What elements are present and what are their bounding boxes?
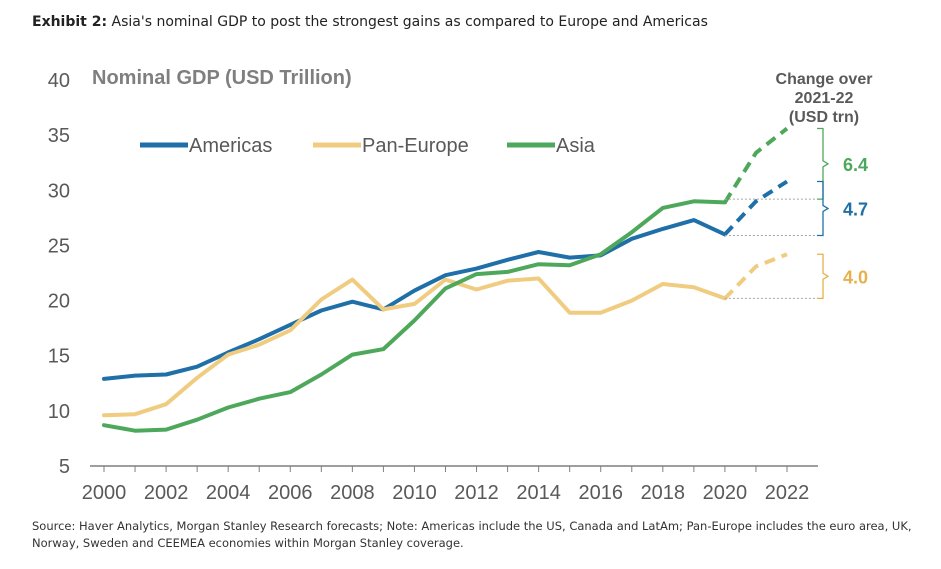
change-header-line: Change over (776, 71, 873, 88)
y-tick-label: 20 (48, 291, 70, 313)
change-bracket (817, 253, 830, 300)
x-tick-label: 2018 (641, 482, 686, 504)
y-tick-label: 10 (48, 401, 70, 423)
legend-label-pan-europe: Pan-Europe (362, 135, 469, 157)
chart-lines (102, 126, 789, 433)
change-value-label: 6.4 (843, 155, 868, 175)
x-tick-label: 2014 (516, 482, 561, 504)
chart-annotations: Change over 2021-22 (USD trn) 6.4 4.7 4.0 (724, 71, 873, 300)
source-note: Source: Haver Analytics, Morgan Stanley … (32, 519, 912, 550)
x-tick-label: 2010 (392, 482, 437, 504)
change-value-label: 4.7 (843, 199, 868, 219)
chart-title: Nominal GDP (USD Trillion) (92, 67, 352, 89)
y-tick-label: 30 (48, 180, 70, 202)
series-line-americas (102, 218, 727, 381)
legend-label-americas: Americas (189, 135, 272, 157)
y-tick-label: 35 (48, 125, 70, 147)
y-tick-label: 15 (48, 346, 70, 368)
change-header-line: (USD trn) (789, 109, 859, 126)
x-tick-label: 2022 (765, 482, 810, 504)
x-tick-label: 2006 (268, 482, 313, 504)
exhibit-caption: Exhibit 2: Asia's nominal GDP to post th… (32, 14, 708, 30)
chart-legend: Americas Pan-Europe Asia (140, 135, 596, 157)
y-tick-label: 40 (48, 70, 70, 92)
y-tick-label: 25 (48, 235, 70, 257)
exhibit-label: Exhibit 2: (32, 14, 108, 30)
x-tick-label: 2004 (206, 482, 251, 504)
change-value-label: 4.0 (843, 267, 868, 287)
series-forecast-asia (723, 126, 789, 204)
series-forecast-pan-europe (723, 252, 788, 300)
chart-axes: 5 10 15 20 25 30 35 40 2000 2002 2004 2006 2008 2010 2… (48, 70, 818, 504)
y-tick-label: 5 (59, 456, 70, 478)
x-tick-label: 2000 (82, 482, 127, 504)
x-tick-label: 2020 (703, 482, 748, 504)
series-line-asia (102, 199, 727, 433)
x-tick-label: 2008 (330, 482, 375, 504)
series-line-pan-europe (102, 276, 727, 418)
change-bracket (817, 180, 830, 237)
x-tick-label: 2016 (578, 482, 623, 504)
series-forecast-americas (723, 179, 789, 236)
x-tick-label: 2002 (144, 482, 189, 504)
change-header-line: 2021-22 (795, 90, 854, 107)
exhibit-text: Asia's nominal GDP to post the strongest… (111, 14, 708, 30)
x-tick-label: 2012 (454, 482, 499, 504)
legend-label-asia: Asia (556, 135, 596, 157)
